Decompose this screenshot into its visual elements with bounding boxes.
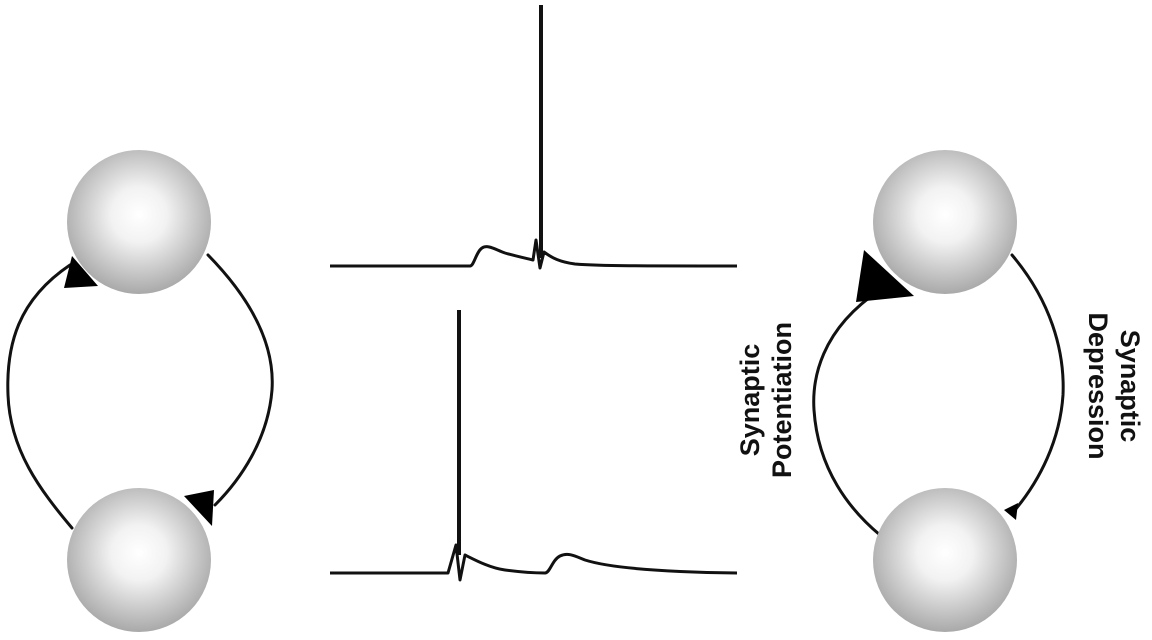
right-neuron-bottom — [873, 488, 1017, 632]
potentiation-label-line2: Potentiation — [767, 322, 797, 478]
right-connection-depression — [1010, 253, 1065, 512]
left-synapse-bottom-terminal — [184, 490, 214, 526]
left-synapse-top-terminal — [64, 256, 98, 288]
right-neuron-top — [873, 150, 1017, 294]
left-connection-inner — [206, 253, 274, 507]
left-circuit — [6, 150, 274, 632]
potentiation-label-line1: Synaptic — [735, 344, 765, 457]
bottom-voltage-trace — [330, 543, 738, 582]
potentiation-label: Synaptic Potentiation — [735, 322, 797, 478]
right-circuit — [812, 150, 1065, 632]
right-synapse-potentiated-terminal — [856, 250, 914, 302]
depression-label-line1: Synaptic — [1115, 330, 1145, 443]
left-neuron-top — [67, 150, 211, 294]
voltage-traces — [330, 5, 738, 582]
left-neuron-bottom — [67, 488, 211, 632]
left-connection-outer — [6, 263, 74, 530]
depression-label: Synaptic Depression — [1083, 312, 1145, 459]
depression-label-line2: Depression — [1083, 312, 1113, 459]
right-synapse-depressed-terminal — [1004, 503, 1018, 520]
top-voltage-trace — [330, 238, 738, 270]
right-connection-potentiation — [812, 288, 882, 537]
